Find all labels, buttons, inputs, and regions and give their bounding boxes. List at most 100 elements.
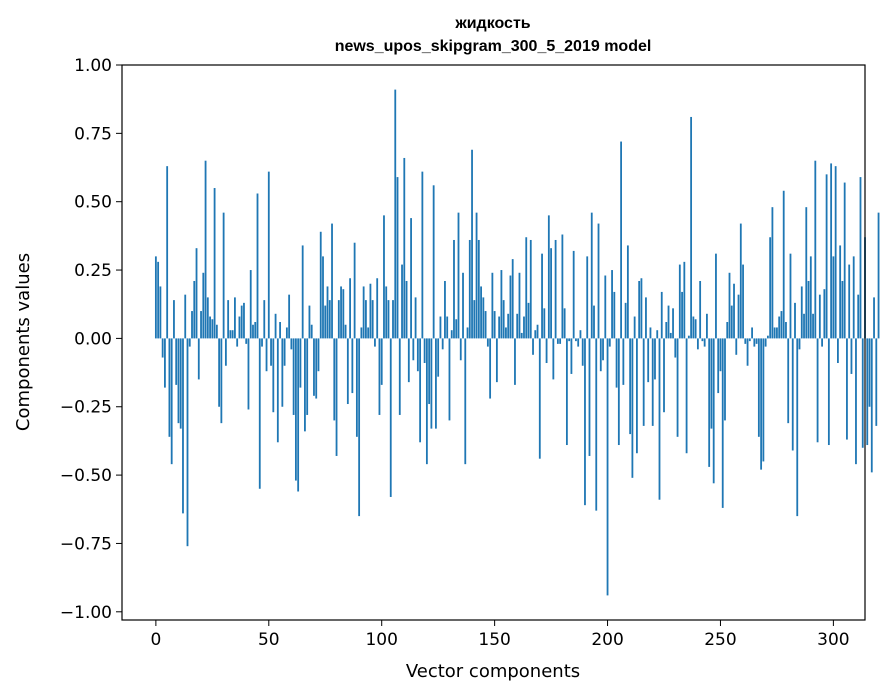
bar-267 xyxy=(757,338,760,437)
bar-302 xyxy=(837,338,839,364)
bar-288 xyxy=(805,207,808,339)
bar-89 xyxy=(355,338,358,437)
bar-30 xyxy=(222,212,225,339)
bar-61 xyxy=(292,338,295,415)
bar-303 xyxy=(839,245,842,339)
bar-223 xyxy=(658,338,661,500)
bar-282 xyxy=(791,338,794,451)
y-tick-label: 0.00 xyxy=(74,329,112,349)
bar-224 xyxy=(660,291,663,339)
bar-305 xyxy=(843,182,846,339)
bar-121 xyxy=(428,338,431,405)
bar-141 xyxy=(473,300,476,339)
x-tick-label: 100 xyxy=(365,630,397,650)
bar-46 xyxy=(258,338,261,489)
x-tick-label: 50 xyxy=(258,630,280,650)
bar-38 xyxy=(240,305,243,339)
bar-156 xyxy=(507,313,510,339)
bar-189 xyxy=(581,338,584,366)
bar-298 xyxy=(827,338,830,446)
bar-101 xyxy=(383,215,385,339)
bar-207 xyxy=(622,338,625,385)
bar-41 xyxy=(247,338,250,410)
bar-171 xyxy=(541,253,543,339)
bar-87 xyxy=(351,338,354,394)
bar-18 xyxy=(195,248,198,339)
bar-75 xyxy=(324,305,327,339)
bar-165 xyxy=(527,302,530,339)
bar-56 xyxy=(281,338,284,407)
bar-300 xyxy=(832,256,835,339)
bar-220 xyxy=(651,338,654,426)
bar-43 xyxy=(252,324,254,339)
bar-84 xyxy=(344,324,347,339)
bar-244 xyxy=(706,313,708,339)
bar-190 xyxy=(584,338,586,506)
bar-315 xyxy=(866,338,869,446)
bar-7 xyxy=(170,338,173,465)
bar-228 xyxy=(669,332,672,339)
y-tick-label: −1.00 xyxy=(60,603,112,623)
bar-192 xyxy=(588,338,591,456)
bar-142 xyxy=(475,212,478,339)
y-tick-label: −0.50 xyxy=(60,466,112,486)
x-tick-label: 150 xyxy=(478,630,510,650)
bar-283 xyxy=(794,302,796,339)
bar-92 xyxy=(362,286,365,339)
bar-210 xyxy=(629,338,632,435)
bar-151 xyxy=(495,338,498,383)
bar-259 xyxy=(739,223,742,339)
bar-235 xyxy=(685,338,688,454)
bar-217 xyxy=(645,297,647,339)
y-tick-label: 0.50 xyxy=(74,193,112,213)
bar-108 xyxy=(398,338,401,415)
bar-45 xyxy=(256,193,259,339)
bar-60 xyxy=(290,338,293,350)
bar-200 xyxy=(606,338,609,596)
bar-191 xyxy=(586,256,589,339)
bar-97 xyxy=(374,338,376,347)
bar-206 xyxy=(620,141,622,339)
bar-214 xyxy=(638,280,641,339)
bar-57 xyxy=(283,338,286,366)
bar-82 xyxy=(340,286,342,339)
bar-290 xyxy=(809,256,812,339)
bar-34 xyxy=(231,330,234,339)
bar-144 xyxy=(480,286,482,339)
bar-266 xyxy=(755,338,758,344)
bar-122 xyxy=(430,338,433,429)
bar-88 xyxy=(353,242,356,339)
bar-119 xyxy=(423,338,426,364)
bar-74 xyxy=(322,256,324,339)
bar-181 xyxy=(563,308,566,339)
bar-205 xyxy=(617,338,620,446)
bar-154 xyxy=(502,300,505,339)
bar-71 xyxy=(315,338,318,399)
bar-99 xyxy=(378,338,381,415)
bar-279 xyxy=(785,322,787,339)
bar-179 xyxy=(559,338,562,344)
bar-262 xyxy=(746,338,749,366)
bar-132 xyxy=(453,239,455,339)
bar-182 xyxy=(565,338,568,446)
bar-1 xyxy=(157,261,160,339)
bar-9 xyxy=(175,338,178,385)
x-axis: 0 50 100 150 200 250 300 xyxy=(150,620,850,650)
bar-168 xyxy=(534,330,537,339)
bar-172 xyxy=(543,308,546,339)
bar-77 xyxy=(328,300,331,339)
bar-91 xyxy=(360,327,363,339)
bar-118 xyxy=(421,171,424,339)
bar-116 xyxy=(416,338,419,372)
bar-93 xyxy=(365,300,367,339)
bar-221 xyxy=(654,338,656,380)
bar-155 xyxy=(505,327,507,339)
bar-299 xyxy=(830,163,833,339)
bar-36 xyxy=(236,338,239,347)
bar-106 xyxy=(394,89,397,339)
bar-212 xyxy=(633,316,636,339)
bar-98 xyxy=(376,278,379,339)
bar-123 xyxy=(432,185,435,339)
